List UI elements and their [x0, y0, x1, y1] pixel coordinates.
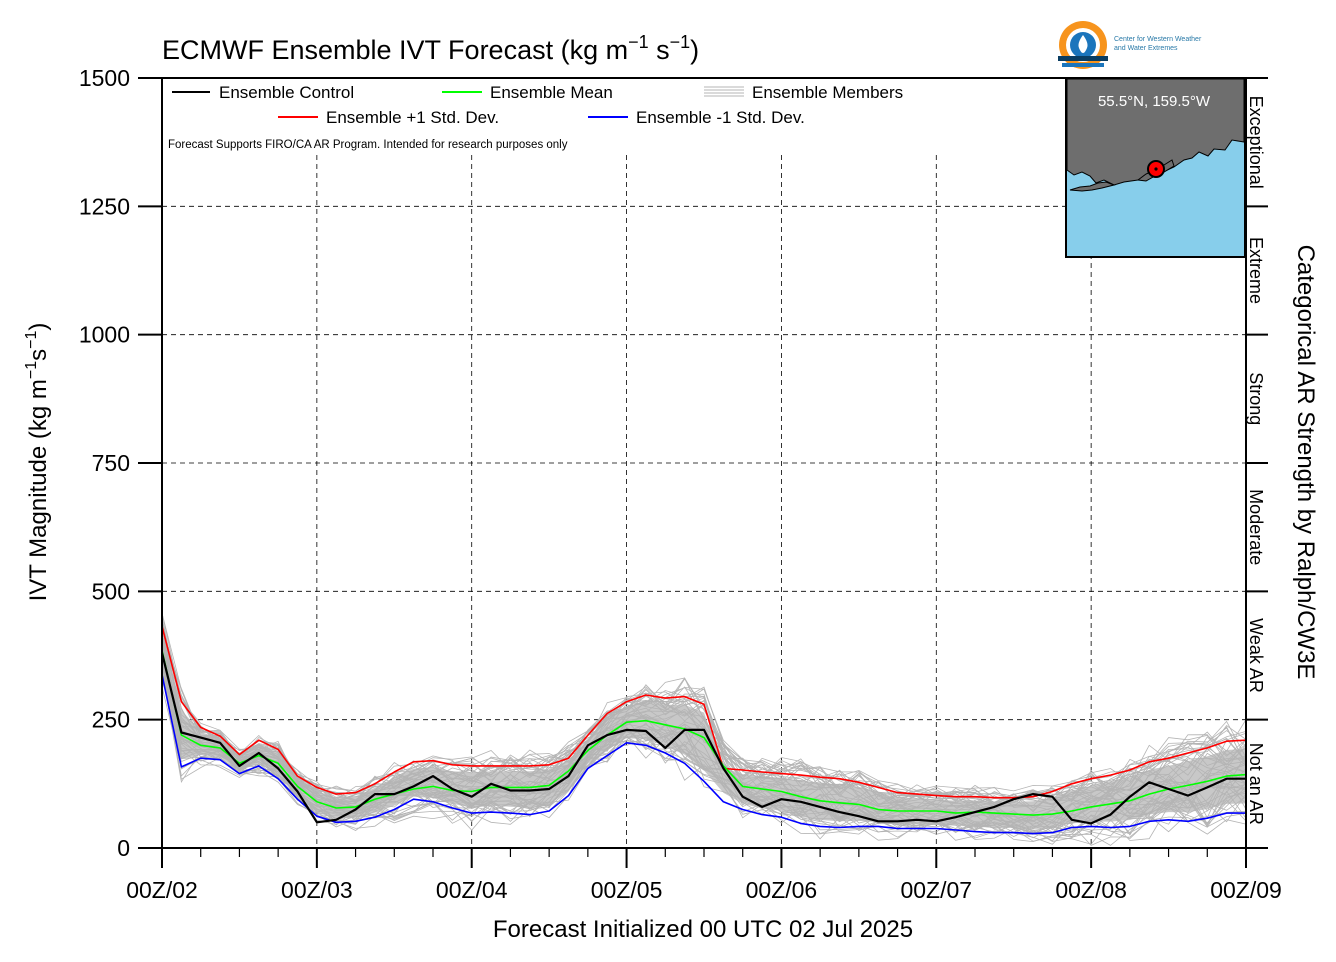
category-label: Weak AR [1246, 618, 1266, 693]
chart-title: ECMWF Ensemble IVT Forecast (kg m−1 s−1) [162, 32, 699, 65]
location-marker-dot [1154, 167, 1158, 171]
axes: 0 250 500 750 1000 1250 1500 00Z/02 00Z/03 00Z/04… [79, 65, 1282, 903]
y-tick-label: 750 [92, 450, 130, 476]
legend: Ensemble Control Ensemble Mean Ensemble … [168, 83, 903, 151]
y-tick-label: 0 [117, 835, 130, 861]
x-tick-label: 00Z/05 [591, 877, 663, 903]
category-label: Exceptional [1246, 96, 1266, 189]
series-line-ensemble-control [160, 652, 1246, 825]
cw3e-logo: Center for Western Weather and Water Ext… [1058, 21, 1202, 69]
x-tick-label: 00Z/02 [126, 877, 198, 903]
ensemble-member-line [161, 671, 1247, 845]
ensemble-member-line [161, 633, 1247, 811]
series-line-ensemble-1-std-dev [161, 626, 1247, 799]
ensemble-member-line [161, 666, 1247, 830]
x-tick-label: 00Z/06 [746, 877, 818, 903]
ensemble-member-line [161, 631, 1247, 807]
inset-location-label: 55.5°N, 159.5°W [1098, 93, 1211, 110]
category-label: Extreme [1246, 237, 1266, 304]
y-tick-label: 1500 [79, 65, 130, 91]
series-line-ensemble-1-std-dev [161, 674, 1246, 835]
logo-text-line1: Center for Western Weather [1114, 36, 1202, 43]
legend-label-plus-std: Ensemble +1 Std. Dev. [326, 108, 499, 127]
category-label: Moderate [1246, 489, 1266, 565]
category-label: Strong [1246, 372, 1266, 425]
cw3e-logo-icon [1058, 21, 1108, 69]
ensemble-member-line [161, 641, 1247, 824]
legend-label-control: Ensemble Control [219, 83, 354, 102]
ensemble-member-line [161, 662, 1247, 834]
x-tick-label: 00Z/04 [436, 877, 508, 903]
legend-label-mean: Ensemble Mean [490, 83, 613, 102]
ensemble-member-line [161, 652, 1247, 821]
y-tick-label: 500 [92, 578, 130, 604]
x-axis-label: Forecast Initialized 00 UTC 02 Jul 2025 [493, 916, 913, 943]
x-tick-label: 00Z/07 [900, 877, 972, 903]
logo-text-line2: and Water Extremes [1114, 45, 1178, 52]
ensemble-member-line [161, 641, 1247, 806]
x-tick-label: 00Z/09 [1210, 877, 1282, 903]
ensemble-member-line [161, 672, 1247, 837]
disclaimer: Forecast Supports FIRO/CA AR Program. In… [168, 139, 568, 151]
y-tick-label: 1250 [79, 193, 130, 219]
ensemble-member-line [161, 656, 1247, 836]
y-tick-label: 250 [92, 707, 130, 733]
legend-label-members: Ensemble Members [752, 83, 903, 102]
legend-label-minus-std: Ensemble -1 Std. Dev. [636, 108, 805, 127]
legend-swatch-members [704, 86, 744, 97]
ar-category-axis: Not an AR Weak AR Moderate Strong Extreme Exc… [1246, 77, 1268, 849]
location-inset-map: 55.5°N, 159.5°W [1065, 77, 1246, 258]
ensemble-member-line [161, 660, 1247, 833]
right-axis-label: Categorical AR Strength by Ralph/CW3E [1292, 245, 1319, 680]
grid-lines [162, 155, 1246, 848]
y-tick-label: 1000 [79, 322, 130, 348]
x-tick-label: 00Z/08 [1055, 877, 1127, 903]
x-tick-label: 00Z/03 [281, 877, 353, 903]
island-chain-shape [1069, 181, 1116, 192]
series-lines [160, 626, 1247, 835]
y-axis-label: IVT Magnitude (kg m−1s−1) [23, 323, 52, 602]
category-label: Not an AR [1246, 743, 1266, 825]
